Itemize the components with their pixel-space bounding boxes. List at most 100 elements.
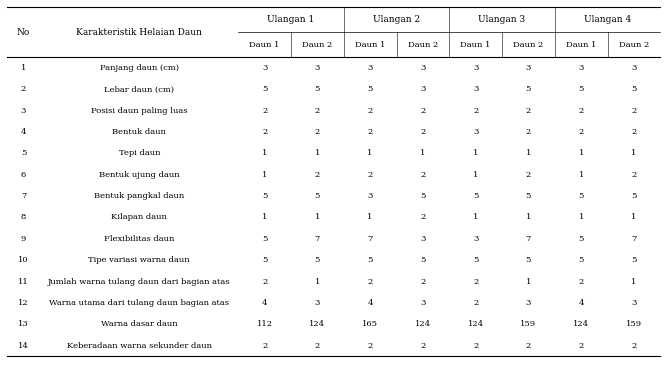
Text: 4: 4 bbox=[368, 299, 373, 307]
Text: 2: 2 bbox=[473, 342, 478, 350]
Text: 3: 3 bbox=[262, 64, 267, 72]
Text: 1: 1 bbox=[473, 171, 478, 179]
Text: 5: 5 bbox=[526, 192, 531, 200]
Text: 7: 7 bbox=[526, 235, 531, 243]
Text: 2: 2 bbox=[578, 107, 584, 115]
Text: 5: 5 bbox=[315, 192, 320, 200]
Text: 1: 1 bbox=[631, 277, 636, 286]
Text: Daun 2: Daun 2 bbox=[302, 41, 333, 49]
Text: 2: 2 bbox=[420, 107, 426, 115]
Text: 124: 124 bbox=[468, 320, 484, 328]
Text: 5: 5 bbox=[578, 192, 584, 200]
Text: 3: 3 bbox=[420, 85, 426, 93]
Text: 5: 5 bbox=[631, 85, 636, 93]
Text: 1: 1 bbox=[262, 149, 267, 158]
Text: Ulangan 2: Ulangan 2 bbox=[373, 15, 420, 24]
Text: 2: 2 bbox=[632, 107, 636, 115]
Text: 2: 2 bbox=[368, 342, 373, 350]
Text: 159: 159 bbox=[520, 320, 536, 328]
Text: Daun 1: Daun 1 bbox=[355, 41, 386, 49]
Text: 1: 1 bbox=[526, 277, 531, 286]
Text: 1: 1 bbox=[315, 277, 320, 286]
Text: Karakteristik Helaian Daun: Karakteristik Helaian Daun bbox=[76, 28, 202, 37]
Text: 5: 5 bbox=[368, 85, 373, 93]
Text: 1: 1 bbox=[526, 213, 531, 222]
Text: 5: 5 bbox=[315, 256, 320, 264]
Text: 2: 2 bbox=[315, 342, 320, 350]
Text: 5: 5 bbox=[473, 192, 478, 200]
Text: Lebar daun (cm): Lebar daun (cm) bbox=[104, 85, 174, 93]
Text: 124: 124 bbox=[309, 320, 325, 328]
Text: 5: 5 bbox=[262, 256, 267, 264]
Text: 1: 1 bbox=[420, 149, 426, 158]
Text: 2: 2 bbox=[21, 85, 26, 93]
Text: 1: 1 bbox=[315, 149, 320, 158]
Text: 2: 2 bbox=[368, 107, 373, 115]
Text: 2: 2 bbox=[473, 299, 478, 307]
Text: 3: 3 bbox=[473, 85, 478, 93]
Text: 2: 2 bbox=[526, 128, 531, 136]
Text: 3: 3 bbox=[631, 64, 636, 72]
Text: 124: 124 bbox=[573, 320, 589, 328]
Text: 1: 1 bbox=[473, 213, 478, 222]
Text: 165: 165 bbox=[362, 320, 378, 328]
Text: 2: 2 bbox=[262, 107, 267, 115]
Text: 13: 13 bbox=[18, 320, 29, 328]
Text: 2: 2 bbox=[262, 342, 267, 350]
Text: 6: 6 bbox=[21, 171, 26, 179]
Text: 9: 9 bbox=[21, 235, 26, 243]
Text: 2: 2 bbox=[473, 107, 478, 115]
Text: Daun 1: Daun 1 bbox=[249, 41, 279, 49]
Text: 2: 2 bbox=[526, 107, 531, 115]
Text: 5: 5 bbox=[631, 256, 636, 264]
Text: 1: 1 bbox=[262, 213, 267, 222]
Text: 7: 7 bbox=[368, 235, 373, 243]
Text: 159: 159 bbox=[626, 320, 642, 328]
Text: Tipe variasi warna daun: Tipe variasi warna daun bbox=[89, 256, 190, 264]
Text: 1: 1 bbox=[262, 171, 267, 179]
Text: Ulangan 4: Ulangan 4 bbox=[584, 15, 631, 24]
Text: 4: 4 bbox=[262, 299, 267, 307]
Text: Posisi daun paling luas: Posisi daun paling luas bbox=[91, 107, 187, 115]
Text: Keberadaan warna sekunder daun: Keberadaan warna sekunder daun bbox=[67, 342, 212, 350]
Text: 2: 2 bbox=[315, 171, 320, 179]
Text: 124: 124 bbox=[415, 320, 431, 328]
Text: 2: 2 bbox=[578, 342, 584, 350]
Text: 2: 2 bbox=[262, 128, 267, 136]
Text: 5: 5 bbox=[262, 235, 267, 243]
Text: Ulangan 1: Ulangan 1 bbox=[267, 15, 315, 24]
Text: Flexibilitas daun: Flexibilitas daun bbox=[104, 235, 175, 243]
Text: 3: 3 bbox=[578, 64, 584, 72]
Text: Daun 2: Daun 2 bbox=[619, 41, 649, 49]
Text: Ulangan 3: Ulangan 3 bbox=[478, 15, 526, 24]
Text: 5: 5 bbox=[21, 149, 26, 158]
Text: 2: 2 bbox=[632, 342, 636, 350]
Text: 3: 3 bbox=[473, 64, 478, 72]
Text: Daun 1: Daun 1 bbox=[460, 41, 491, 49]
Text: 10: 10 bbox=[18, 256, 29, 264]
Text: Jumlah warna tulang daun dari bagian atas: Jumlah warna tulang daun dari bagian ata… bbox=[48, 277, 231, 286]
Text: 5: 5 bbox=[420, 192, 426, 200]
Text: Daun 1: Daun 1 bbox=[566, 41, 596, 49]
Text: 2: 2 bbox=[420, 128, 426, 136]
Text: 2: 2 bbox=[420, 213, 426, 222]
Text: No: No bbox=[17, 28, 30, 37]
Text: 2: 2 bbox=[632, 128, 636, 136]
Text: 1: 1 bbox=[368, 149, 373, 158]
Text: 1: 1 bbox=[473, 149, 478, 158]
Text: 1: 1 bbox=[21, 64, 26, 72]
Text: 1: 1 bbox=[368, 213, 373, 222]
Text: 3: 3 bbox=[21, 107, 26, 115]
Text: 2: 2 bbox=[262, 277, 267, 286]
Text: 2: 2 bbox=[473, 277, 478, 286]
Text: 8: 8 bbox=[21, 213, 26, 222]
Text: 5: 5 bbox=[420, 256, 426, 264]
Text: 3: 3 bbox=[368, 192, 373, 200]
Text: 3: 3 bbox=[315, 64, 320, 72]
Text: Daun 2: Daun 2 bbox=[514, 41, 544, 49]
Text: 2: 2 bbox=[420, 342, 426, 350]
Text: 2: 2 bbox=[315, 128, 320, 136]
Text: 5: 5 bbox=[578, 85, 584, 93]
Text: 3: 3 bbox=[526, 64, 531, 72]
Text: 4: 4 bbox=[21, 128, 26, 136]
